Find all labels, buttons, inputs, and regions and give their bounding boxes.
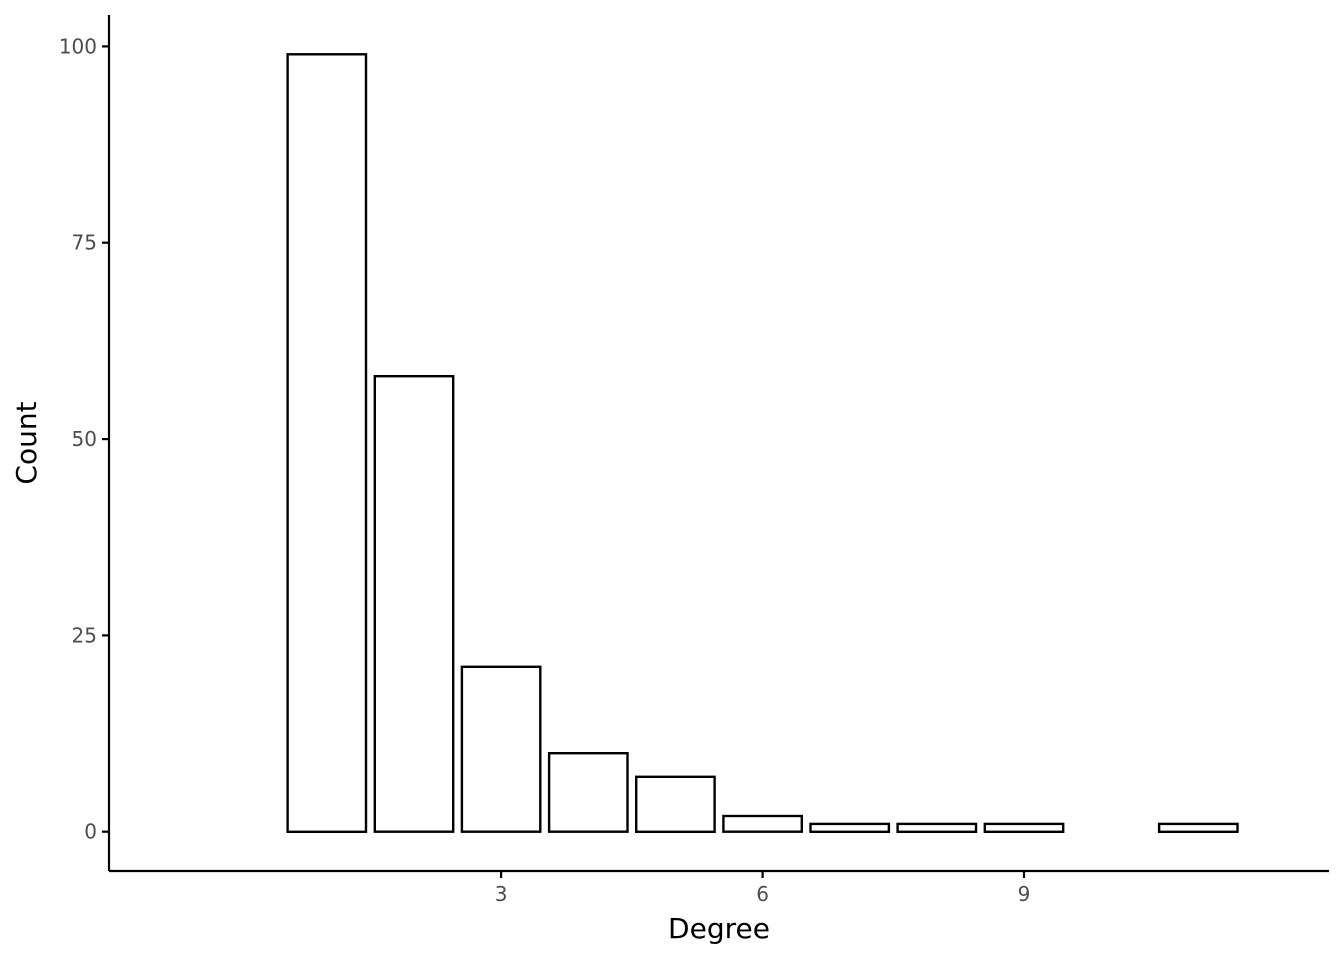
y-tick-label: 0	[84, 820, 97, 844]
bar-degree-4	[547, 752, 629, 833]
x-ticks: 3 6 9	[495, 871, 1031, 906]
x-tick-label: 9	[1018, 882, 1031, 906]
bar-degree-1	[286, 53, 368, 833]
y-axis-title: Count	[10, 401, 43, 484]
bar-degree-5	[635, 775, 716, 833]
bar-degree-9	[983, 822, 1065, 834]
y-tick-label: 50	[72, 427, 97, 451]
axes-layer	[107, 15, 1329, 873]
y-tick-label: 100	[59, 34, 97, 58]
y-tick-label: 75	[72, 231, 97, 255]
bars-layer	[286, 53, 1239, 834]
y-ticks: 0 25 50 75 100	[59, 34, 109, 844]
bar-degree-8	[896, 822, 978, 834]
bar-degree-3	[460, 665, 542, 833]
bar-degree-6	[722, 814, 804, 833]
x-axis-title: Degree	[668, 912, 770, 945]
bar-degree-11	[1157, 822, 1239, 834]
bar-degree-2	[373, 375, 455, 833]
x-tick-label: 3	[495, 882, 508, 906]
bar-degree-7	[809, 822, 891, 834]
y-tick-label: 25	[72, 623, 97, 647]
x-tick-label: 6	[756, 882, 769, 906]
